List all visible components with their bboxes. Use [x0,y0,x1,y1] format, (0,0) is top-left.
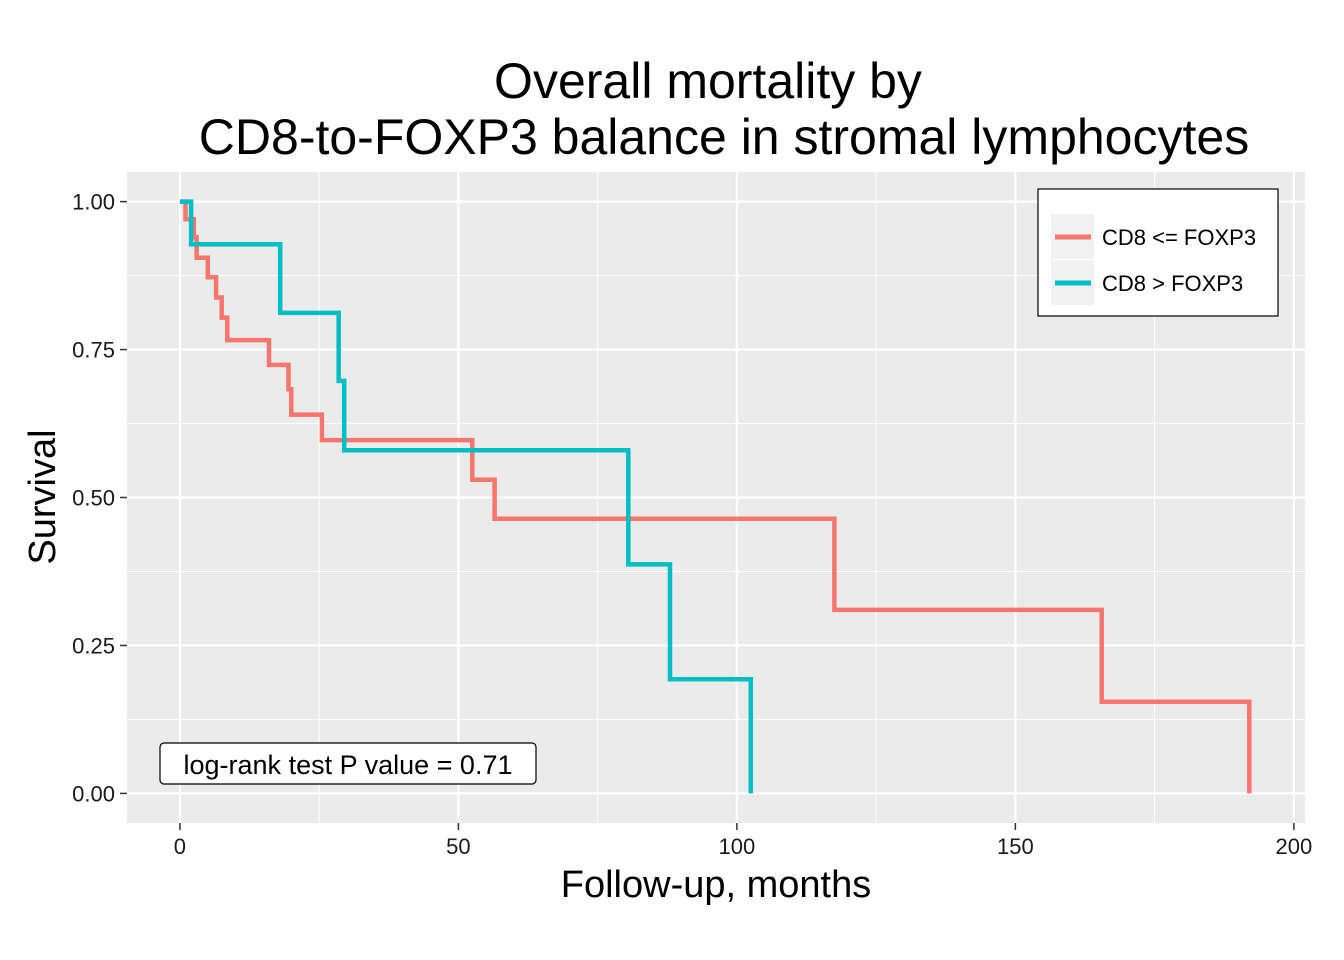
y-tick-label: 0.00 [72,781,115,806]
survival-curve-1 [179,199,754,794]
legend-label-cd8-gt-foxp3: CD8 > FOXP3 [1102,271,1243,296]
chart-title-line-2: CD8-to-FOXP3 balance in stromal lymphocy… [199,109,1249,165]
x-tick-label: 150 [997,834,1034,859]
grid-lines [127,172,1305,823]
annotation-text: log-rank test P value = 0.71 [184,750,513,780]
y-tick-label: 0.25 [72,633,115,658]
x-tick-label: 200 [1276,834,1313,859]
legend: CD8 <= FOXP3 CD8 > FOXP3 [1037,188,1279,317]
x-tick-label: 100 [719,834,756,859]
y-tick-label: 1.00 [72,190,115,215]
axis-ticks: 0 50 100 150 200 0.00 0.25 0.50 0.75 1.00 [72,190,1312,859]
annotation-box [159,742,537,785]
y-tick-label: 0.50 [72,486,115,511]
pvalue-annotation: log-rank test P value = 0.71 [159,742,537,785]
legend-label-cd8-le-foxp3: CD8 <= FOXP3 [1102,225,1256,250]
survival-curve-0 [179,199,1252,794]
chart-title-line-1: Overall mortality by [494,53,922,109]
x-tick-label: 0 [174,834,186,859]
x-axis-title: Follow-up, months [561,864,871,906]
series-layer [179,199,1252,794]
x-tick-label: 50 [446,834,470,859]
y-axis-title: Survival [22,429,64,564]
y-tick-label: 0.75 [72,338,115,363]
